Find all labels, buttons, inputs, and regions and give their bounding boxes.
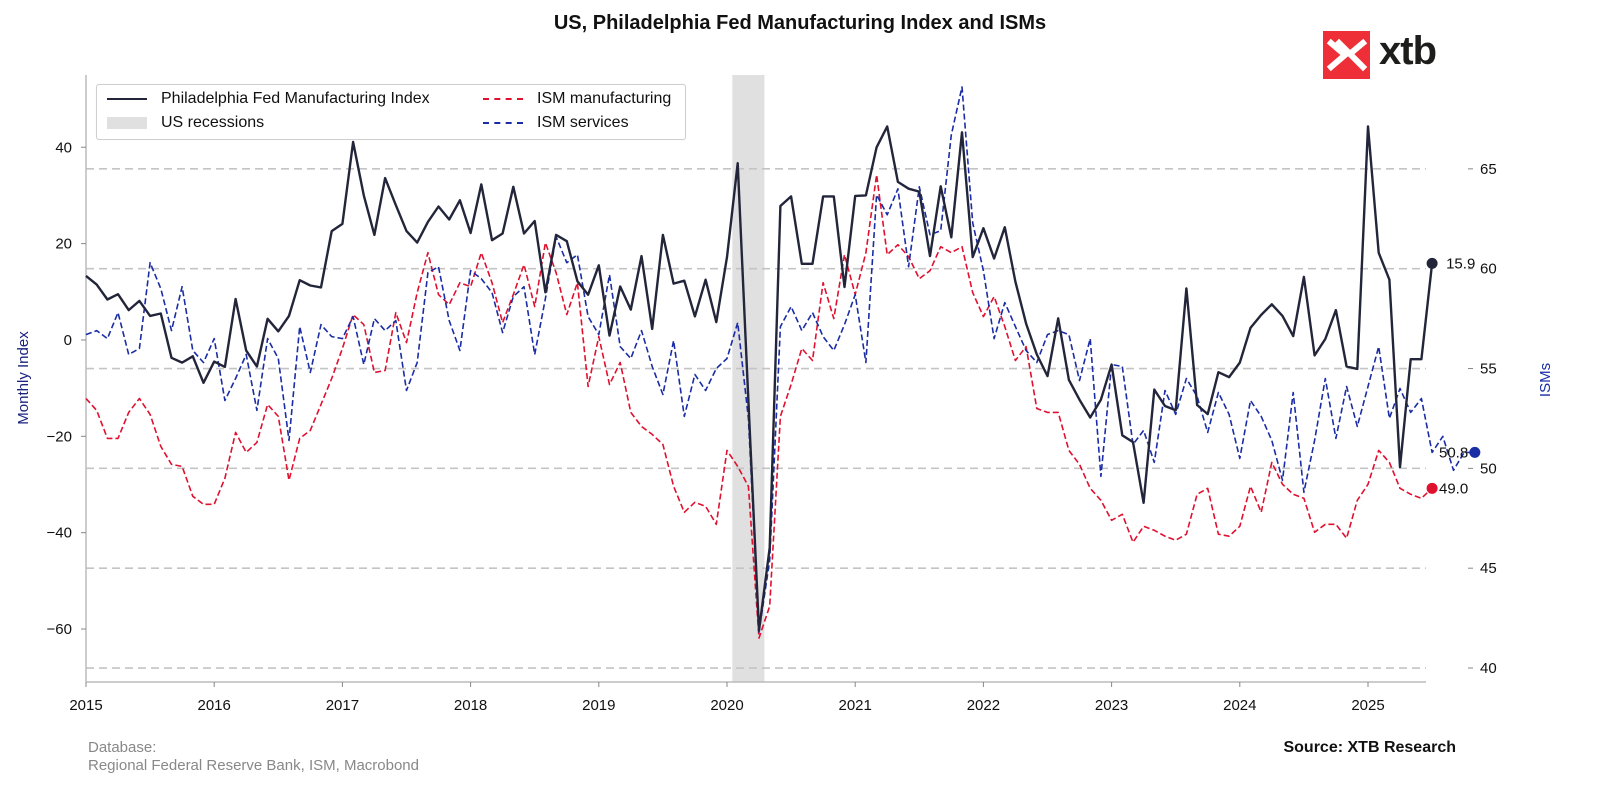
footer-database-label: Database: (88, 739, 157, 756)
legend-swatch-philly (107, 98, 147, 100)
series-line-philly-fed (85, 125, 1434, 632)
end-marker-ism-manufacturing (1426, 482, 1438, 494)
right-tick-label-4: 45 (1480, 560, 1497, 577)
end-marker-philly-fed (1426, 257, 1438, 269)
xtb-logo: xtb (1323, 29, 1443, 79)
chart-title: US, Philadelphia Fed Manufacturing Index… (553, 12, 1047, 34)
left-tick-label-1: 20 (55, 236, 72, 253)
series-line-ism-services (85, 86, 1475, 633)
right-tick-label-0: 65 (1480, 161, 1497, 178)
footer-database: Database: Regional Federal Reserve Bank,… (88, 739, 419, 775)
x-tick-label-0: 2015 (69, 697, 102, 714)
right-tick-label-5: 40 (1480, 660, 1497, 677)
x-tick-label-1: 2016 (198, 697, 231, 714)
xtb-logo-mark (1323, 31, 1370, 79)
footer-database-sources: Regional Federal Reserve Bank, ISM, Macr… (88, 757, 419, 774)
x-tick-label-5: 2020 (710, 697, 743, 714)
x-tick-label-3: 2018 (454, 697, 487, 714)
x-tick-label-2: 2017 (326, 697, 359, 714)
right-tick-label-2: 55 (1480, 361, 1497, 378)
chart-legend: Philadelphia Fed Manufacturing Index US … (96, 84, 686, 140)
end-marker-ism-services (1469, 446, 1481, 458)
xtb-logo-text: xtb (1379, 29, 1437, 73)
left-axis-label: Monthly Index (15, 331, 32, 425)
end-label-ism-services: 50.8 (1439, 444, 1468, 461)
legend-label-ism-manufacturing: ISM manufacturing (537, 90, 672, 107)
left-tick-label-0: 40 (55, 139, 72, 156)
left-tick-label-2: 0 (64, 332, 72, 349)
end-label-philly-fed: 15.9 (1446, 255, 1475, 272)
legend-label-philly: Philadelphia Fed Manufacturing Index (161, 90, 430, 107)
footer-source: Source: XTB Research (1283, 739, 1456, 756)
x-tick-label-4: 2019 (582, 697, 615, 714)
legend-swatch-recessions (107, 117, 147, 129)
series-line-ism-manufacturing (85, 174, 1433, 639)
left-tick-label-3: −20 (47, 428, 72, 445)
legend-label-recessions: US recessions (161, 114, 265, 131)
legend-swatch-ism-manufacturing (483, 98, 523, 100)
right-axis-label: ISMs (1537, 363, 1554, 397)
x-tick-label-7: 2022 (967, 697, 1000, 714)
x-tick-label-10: 2025 (1351, 697, 1384, 714)
legend-label-ism-services: ISM services (537, 114, 629, 131)
end-label-ism-manufacturing: 49.0 (1439, 480, 1468, 497)
left-tick-label-5: −60 (47, 621, 72, 638)
x-tick-label-9: 2024 (1223, 697, 1256, 714)
right-tick-label-1: 60 (1480, 261, 1497, 278)
x-tick-label-8: 2023 (1095, 697, 1128, 714)
left-tick-label-4: −40 (47, 525, 72, 542)
legend-swatch-ism-services (483, 122, 523, 124)
x-tick-label-6: 2021 (839, 697, 872, 714)
right-tick-label-3: 50 (1480, 460, 1497, 477)
